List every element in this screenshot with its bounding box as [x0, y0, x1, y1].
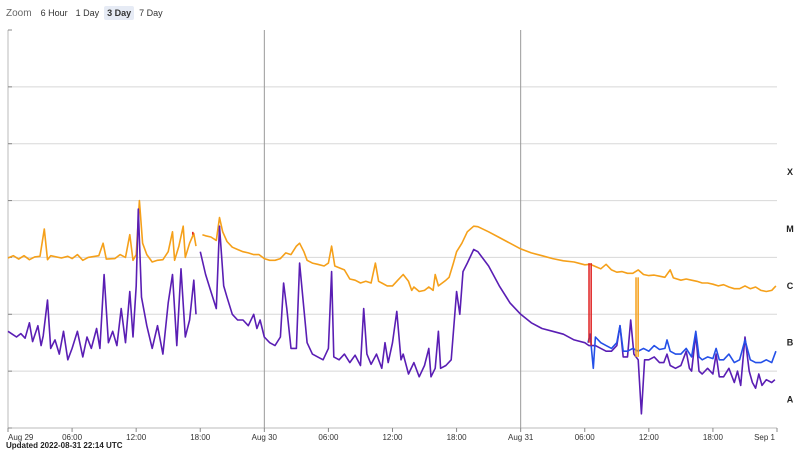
- zoom-bar: Zoom 6 Hour 1 Day 3 Day 7 Day: [6, 4, 168, 22]
- flare-class-label-a: A: [787, 395, 794, 405]
- zoom-3-day-button[interactable]: 3 Day: [104, 6, 135, 20]
- x-tick-label: 12:00: [382, 433, 403, 442]
- x-tick-label: Sep 1: [754, 433, 775, 442]
- series-line-2: [7, 208, 197, 361]
- x-tick-label: Aug 30: [252, 433, 278, 442]
- flare-class-label-m: M: [786, 224, 794, 234]
- updated-timestamp: Updated 2022-08-31 22:14 UTC: [6, 441, 123, 450]
- x-tick-label: 12:00: [639, 433, 660, 442]
- series-line-3: [199, 225, 776, 415]
- flare-class-label-b: B: [787, 338, 794, 348]
- x-tick-label: 18:00: [190, 433, 211, 442]
- series-line-1: [202, 216, 777, 293]
- flare-class-label-c: C: [787, 281, 794, 291]
- x-tick-label: 06:00: [575, 433, 596, 442]
- zoom-7-day-button[interactable]: 7 Day: [139, 8, 163, 18]
- series-line-4: [587, 324, 777, 370]
- zoom-1-day-button[interactable]: 1 Day: [75, 8, 100, 18]
- x-tick-label: 06:00: [62, 433, 83, 442]
- series-line-0: [7, 199, 197, 263]
- x-tick-label: Aug 31: [508, 433, 534, 442]
- flare-class-label-x: X: [787, 167, 793, 177]
- zoom-6-hour-button[interactable]: 6 Hour: [40, 8, 68, 18]
- zoom-label: Zoom: [6, 7, 32, 19]
- x-tick-label: 12:00: [126, 433, 147, 442]
- x-tick-label: 18:00: [703, 433, 724, 442]
- x-tick-label: 18:00: [447, 433, 468, 442]
- x-tick-label: 06:00: [318, 433, 339, 442]
- x-tick-label: Aug 29: [8, 433, 34, 442]
